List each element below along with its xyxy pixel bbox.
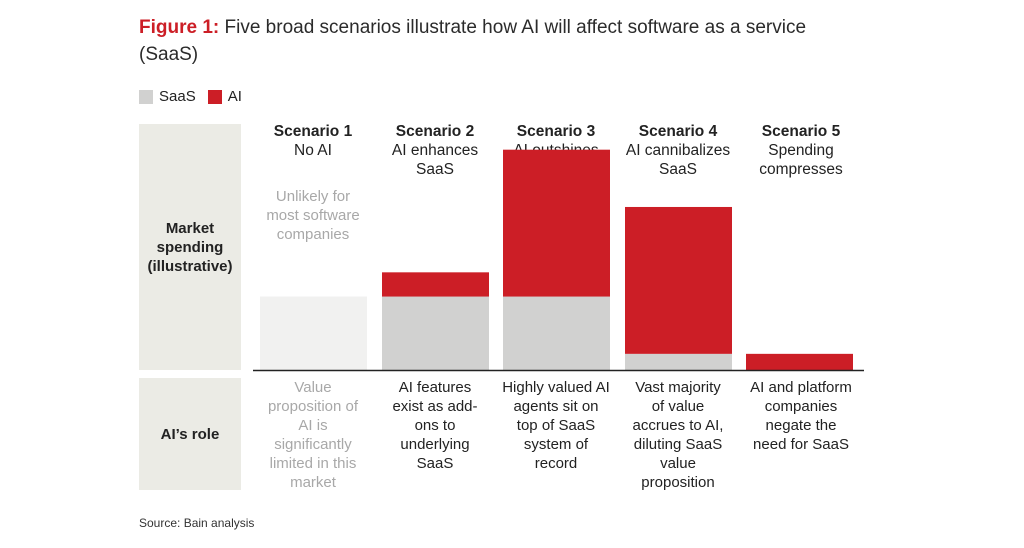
- legend-item-saas: SaaS: [139, 88, 196, 105]
- figure-title-text: Five broad scenarios illustrate how AI w…: [139, 17, 807, 65]
- bar-saas-3: [503, 296, 610, 370]
- scenario-name: AI cannibalizes SaaS: [625, 142, 731, 178]
- bar-ai-4: [625, 206, 732, 354]
- scenario-number: Scenario 2: [395, 123, 475, 140]
- scenario-header-2: Scenario 2 AI enhances SaaS: [375, 122, 495, 179]
- bar-ai-3: [503, 149, 610, 297]
- scenario-header-4: Scenario 4 AI cannibalizes SaaS: [618, 122, 738, 179]
- scenario-number: Scenario 4: [638, 123, 718, 140]
- source-note: Source: Bain analysis: [139, 516, 255, 530]
- legend-item-ai: AI: [207, 88, 242, 105]
- legend: SaaS AI: [139, 88, 254, 105]
- scenario-number: Scenario 3: [516, 123, 596, 140]
- role-text-scenario-1: Value proposition of AI is significantly…: [267, 379, 359, 491]
- role-text-scenario-4: Vast majority of value accrues to AI, di…: [632, 379, 724, 491]
- bar-ai-5: [746, 353, 853, 370]
- ai-role-label: AI’s role: [139, 378, 241, 490]
- figure-title: Figure 1: Five broad scenarios illustrat…: [139, 14, 839, 68]
- scenario-name: Spending compresses: [759, 142, 843, 178]
- bar-saas-1: [260, 296, 367, 370]
- bar-saas-4: [625, 353, 732, 370]
- legend-swatch-saas: [139, 89, 153, 104]
- role-text-scenario-2: AI features exist as add-ons to underlyi…: [392, 379, 478, 472]
- scenario-number: Scenario 5: [761, 123, 841, 140]
- market-spending-label: Market spending (illustrative): [139, 124, 241, 370]
- market-spending-text: Market spending (illustrative): [147, 219, 233, 275]
- bar-ai-2: [382, 272, 489, 297]
- scenario-name: No AI: [294, 142, 332, 159]
- ai-role-text: AI’s role: [160, 425, 220, 443]
- legend-label-ai: AI: [227, 88, 242, 105]
- legend-label-saas: SaaS: [159, 88, 196, 105]
- legend-swatch-ai: [207, 89, 222, 104]
- scenario-header-1: Scenario 1 No AI: [253, 122, 373, 160]
- scenario-name: AI enhances SaaS: [391, 142, 479, 178]
- role-text-scenario-5: AI and platform companies negate the nee…: [750, 379, 852, 453]
- figure-label: Figure 1:: [139, 17, 220, 38]
- bar-saas-2: [382, 296, 489, 370]
- scenario1-note: Unlikely for most software companies: [266, 188, 360, 243]
- scenario-number: Scenario 1: [273, 123, 353, 140]
- scenario-header-5: Scenario 5 Spending compresses: [741, 122, 861, 179]
- role-text-scenario-3: Highly valued AI agents sit on top of Sa…: [502, 379, 610, 472]
